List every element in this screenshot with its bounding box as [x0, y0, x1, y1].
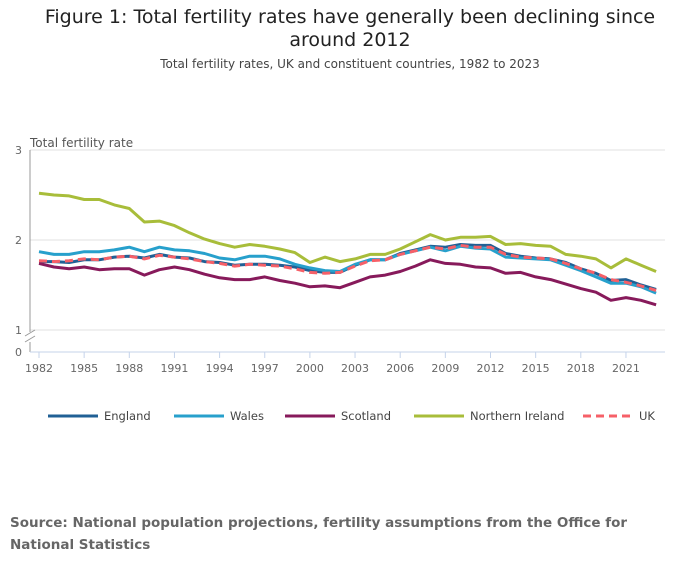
axis-break-mark: [24, 335, 36, 343]
y-tick-label: 0: [15, 346, 22, 359]
legend-label: Northern Ireland: [470, 409, 564, 423]
legend-label: Scotland: [341, 409, 391, 423]
x-tick-label: 1991: [160, 362, 188, 375]
series-line-scotland: [38, 258, 657, 307]
x-tick-label: 1994: [206, 362, 234, 375]
source-note: Source: National population projections,…: [10, 515, 628, 553]
chart-subtitle: Total fertility rates, UK and constituen…: [160, 57, 540, 71]
legend-label: Wales: [230, 409, 264, 423]
legend-label: England: [104, 409, 151, 423]
series-line-uk: [38, 243, 657, 292]
y-tick-label: 3: [15, 144, 22, 157]
series-line-northern-ireland: [38, 191, 657, 273]
chart-title: Figure 1: Total fertility rates have gen…: [44, 6, 656, 51]
x-tick-label: 1997: [251, 362, 279, 375]
x-tick-label: 1988: [115, 362, 143, 375]
x-tick-label: 2003: [341, 362, 369, 375]
axis-break-mark: [24, 329, 36, 337]
x-tick-label: 2018: [567, 362, 595, 375]
y-axis-label: Total fertility rate: [29, 136, 133, 150]
y-tick-label: 1: [15, 324, 22, 337]
x-tick-label: 1985: [70, 362, 98, 375]
x-tick-label: 2015: [522, 362, 550, 375]
x-tick-label: 2009: [431, 362, 459, 375]
y-tick-label: 2: [15, 234, 22, 247]
legend-label: UK: [639, 409, 655, 423]
x-tick-label: 1982: [25, 362, 53, 375]
x-tick-label: 2006: [386, 362, 414, 375]
x-tick-label: 2021: [612, 362, 640, 375]
x-tick-label: 2000: [296, 362, 324, 375]
line-chart: Total fertility rate 0 1 2 3 1982 1985 1988 199…: [15, 136, 665, 423]
x-tick-label: 2012: [477, 362, 505, 375]
